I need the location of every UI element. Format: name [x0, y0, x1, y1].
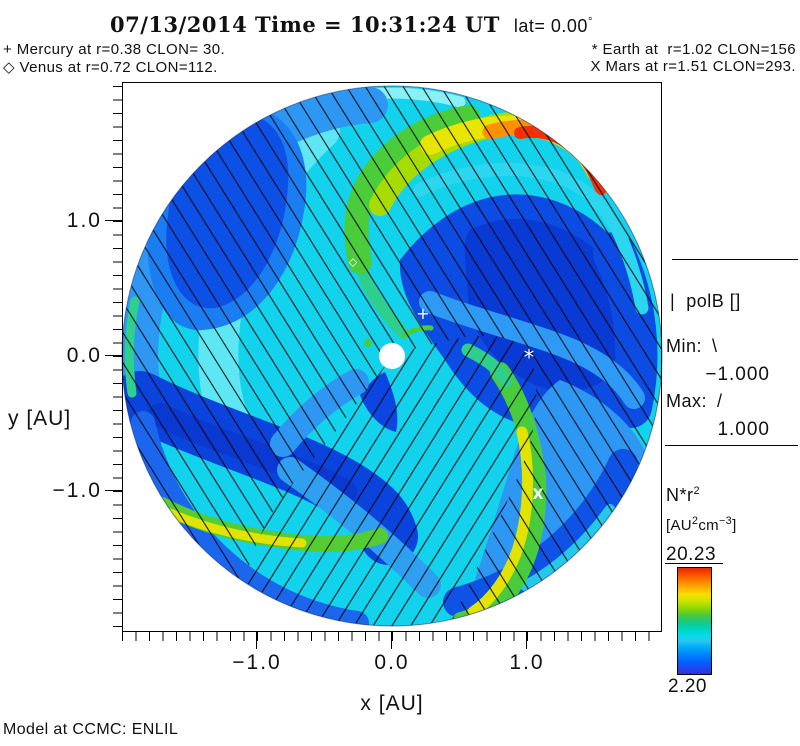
x-axis-label: x [AU] [360, 692, 424, 715]
plot-frame [122, 82, 662, 632]
x-tick-label: 1.0 [509, 651, 545, 674]
colorbar-min-value: 2.20 [668, 676, 707, 697]
degree-symbol: ° [587, 16, 593, 28]
x-tick-label: −1.0 [232, 651, 282, 674]
polb-max-value: 1.000 [717, 419, 770, 440]
mars-marker: X [532, 487, 544, 503]
sun-disk [379, 343, 405, 369]
colorbar-quantity: N*r2 [666, 485, 701, 505]
polb-max-label: Max: / [666, 391, 723, 411]
polb-min-value: −1.000 [705, 364, 770, 385]
mercury-marker: + [416, 304, 430, 323]
earth-marker: * [523, 345, 535, 370]
legend-earth: * Earth at r=1.02 CLON=156 [591, 41, 796, 58]
colorbar-units: [AU2cm−3] [666, 515, 737, 534]
legend-venus: ◇ Venus at r=0.72 CLON=112. [3, 59, 218, 76]
negative-polarity-glyph: \ [712, 336, 718, 356]
panel-divider-bottom [665, 445, 798, 446]
y-major-tick [105, 220, 122, 221]
y-axis-label: y [AU] [8, 407, 72, 430]
x-tick-label: 0.0 [374, 651, 410, 674]
positive-polarity-glyph: / [717, 391, 723, 411]
legend-mars: X Mars at r=1.51 CLON=293. [590, 58, 796, 75]
y-major-tick [105, 355, 122, 356]
x-major-tick [526, 632, 527, 649]
x-axis-minor-ticks [122, 632, 662, 641]
polb-min-label: Min: \ [666, 336, 718, 356]
y-tick-label: 1.0 [66, 209, 102, 232]
colorbar-max-underline [665, 563, 723, 564]
y-tick-label: −1.0 [52, 479, 102, 502]
panel-divider-top [672, 259, 798, 260]
legend-mercury: + Mercury at r=0.38 CLON= 30. [3, 41, 226, 58]
venus-marker: ◇ [348, 255, 358, 269]
colorbar-gradient [677, 567, 712, 675]
y-axis-minor-ticks [113, 86, 122, 632]
title-datetime: 07/13/2014 Time = 10:31:24 UT [110, 12, 500, 37]
y-tick-label: 0.0 [66, 344, 102, 367]
x-major-tick [391, 632, 392, 649]
title-latitude: lat= 0.00° [513, 16, 593, 36]
y-major-tick [105, 490, 122, 491]
model-credit: Model at CCMC: ENLIL [3, 721, 179, 738]
plot-title: 07/13/2014 Time = 10:31:24 UT lat= 0.00° [110, 12, 593, 37]
polarity-bar-glyph: | [670, 291, 676, 311]
polb-heading: | polB [] [670, 291, 741, 311]
x-major-tick [256, 632, 257, 649]
colorbar-max-value: 20.23 [666, 544, 717, 565]
